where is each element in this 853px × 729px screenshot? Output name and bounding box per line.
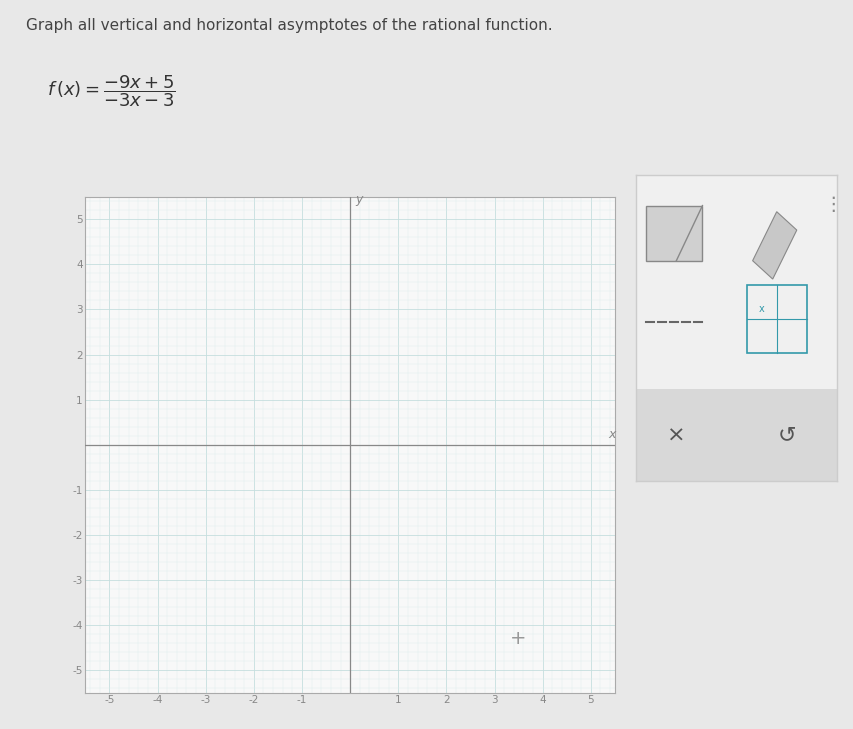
Text: +: + (510, 629, 526, 648)
Text: x: x (608, 428, 615, 441)
Text: y: y (355, 192, 362, 206)
Bar (635, 389, 836, 481)
Polygon shape (751, 211, 796, 279)
Text: x: x (758, 304, 763, 313)
Text: ⋮: ⋮ (822, 195, 841, 214)
Text: ↺: ↺ (776, 425, 795, 445)
Text: $f\,(x)=\dfrac{-9x+5}{-3x-3}$: $f\,(x)=\dfrac{-9x+5}{-3x-3}$ (47, 73, 176, 109)
Text: ×: × (666, 425, 685, 445)
Bar (646, 206, 702, 261)
Text: Graph all vertical and horizontal asymptotes of the rational function.: Graph all vertical and horizontal asympt… (26, 18, 552, 34)
Bar (746, 285, 806, 353)
